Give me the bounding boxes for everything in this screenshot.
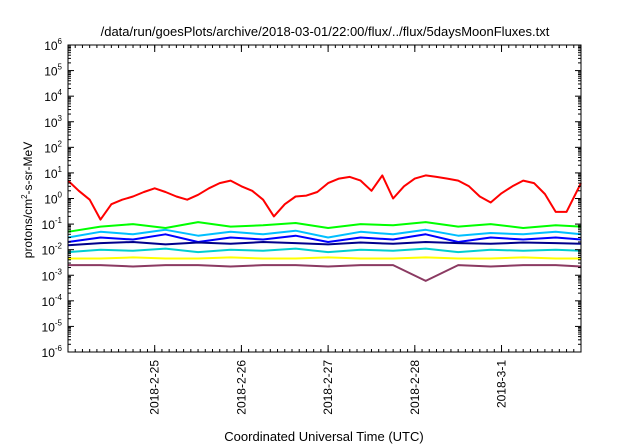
x-tick-label: 2018-2-26: [234, 360, 248, 415]
y-tick-label: 102: [44, 139, 62, 155]
x-tick-label: 2018-2-28: [408, 360, 422, 415]
y-tick-label: 10-3: [42, 267, 63, 283]
y-axis-label-suffix: -s-sr-MeV: [21, 142, 35, 195]
series-line-1: [67, 221, 582, 233]
y-tick-label: 104: [44, 88, 62, 104]
x-tick-label: 2018-3-1: [495, 360, 509, 408]
y-tick-label: 10-1: [42, 216, 63, 232]
series-line-0: [67, 174, 582, 221]
series-line-4: [67, 241, 582, 247]
svg-text:protons/cm2-s-sr-MeV: protons/cm2-s-sr-MeV: [20, 142, 35, 258]
y-axis-label: protons/cm2-s-sr-MeV: [20, 142, 35, 258]
plot-frame: [67, 44, 582, 353]
series-line-2: [67, 228, 582, 239]
y-tick-label: 101: [44, 165, 62, 181]
y-axis-label-prefix: protons/cm: [21, 199, 35, 258]
y-tick-label: 105: [44, 63, 62, 79]
y-tick-label: 10-5: [42, 318, 63, 334]
y-tick-label: 106: [44, 37, 62, 53]
series-line-5: [67, 247, 582, 254]
x-tick-label: 2018-2-27: [321, 360, 335, 415]
x-axis-label: Coordinated Universal Time (UTC): [224, 429, 423, 444]
series-line-3: [67, 233, 582, 243]
y-ticks-layer: 106 105 104 103 102 101 100 10-1 10-2 10-3 10-4 10-…: [42, 37, 581, 360]
x-tick-label: 2018-2-25: [148, 360, 162, 415]
series-layer: [67, 174, 582, 282]
y-axis-label-sup: 2: [20, 194, 29, 199]
y-tick-label: 10-6: [42, 344, 63, 360]
y-tick-label: 10-2: [42, 242, 63, 258]
x-ticks-layer: 2018-2-25 2018-2-26 2018-2-27 2018-2-28 2018…: [67, 45, 582, 415]
y-tick-label: 103: [44, 114, 62, 130]
series-line-6: [68, 256, 581, 260]
y-tick-label: 10-4: [42, 293, 63, 309]
y-tick-label: 100: [44, 191, 62, 207]
chart-title: /data/run/goesPlots/archive/2018-03-01/2…: [101, 24, 550, 39]
series-line-7: [68, 264, 582, 282]
